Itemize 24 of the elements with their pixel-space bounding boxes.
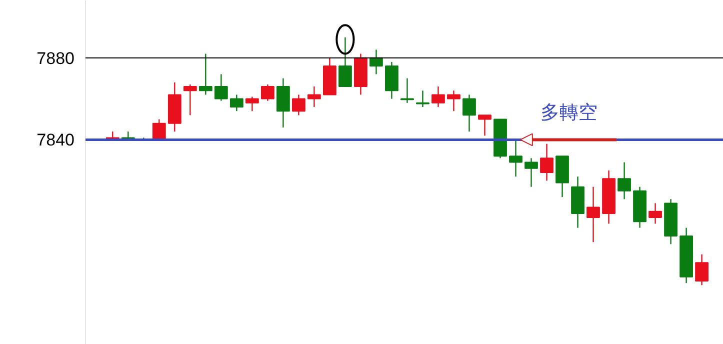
y-tick-label: 7880 xyxy=(36,48,75,68)
candlestick xyxy=(230,94,244,112)
candlestick xyxy=(245,96,259,112)
candlestick xyxy=(462,94,476,132)
candlestick xyxy=(198,53,212,96)
candlestick xyxy=(509,139,522,178)
candlestick xyxy=(540,143,554,182)
candlestick xyxy=(524,158,538,188)
candlestick xyxy=(447,90,460,112)
candlestick xyxy=(432,86,445,108)
annotation: 多轉空 xyxy=(540,101,598,124)
candlestick xyxy=(292,94,306,116)
candlestick xyxy=(260,84,274,102)
candlestick xyxy=(338,36,352,88)
y-tick-label: 7840 xyxy=(36,130,75,150)
candlestick xyxy=(307,86,321,108)
candlestick xyxy=(618,162,631,200)
candlestick xyxy=(214,74,228,102)
candlestick xyxy=(152,118,166,140)
candlestick xyxy=(183,84,197,116)
candlestick xyxy=(586,186,600,243)
candlestick xyxy=(478,114,492,136)
candlestick xyxy=(695,254,708,286)
candlestick xyxy=(648,202,662,224)
